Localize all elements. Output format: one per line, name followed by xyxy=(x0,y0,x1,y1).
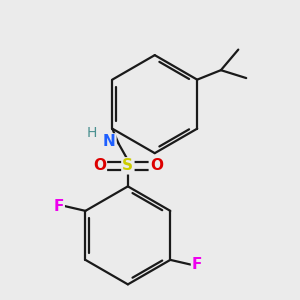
Text: F: F xyxy=(53,199,64,214)
Text: O: O xyxy=(93,158,106,173)
Text: S: S xyxy=(122,158,134,173)
Text: O: O xyxy=(150,158,163,173)
Text: F: F xyxy=(192,257,202,272)
Text: N: N xyxy=(103,134,116,149)
Text: H: H xyxy=(86,126,97,140)
